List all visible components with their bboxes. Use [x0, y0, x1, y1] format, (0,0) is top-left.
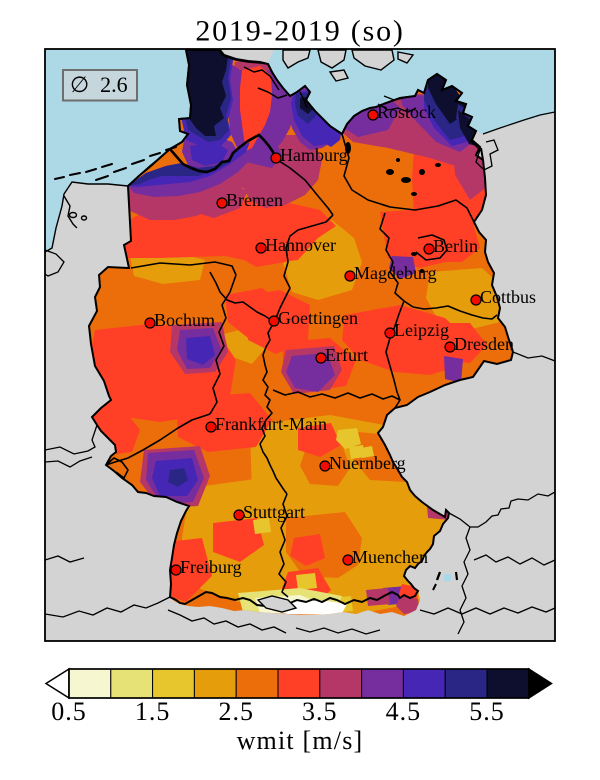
svg-text:Bremen: Bremen	[226, 190, 283, 210]
svg-text:5.5: 5.5	[469, 697, 505, 726]
svg-text:Berlin: Berlin	[433, 236, 478, 256]
svg-text:Nuernberg: Nuernberg	[329, 453, 406, 473]
svg-text:1.5: 1.5	[135, 697, 171, 726]
svg-text:Frankfurt-Main: Frankfurt-Main	[215, 414, 327, 434]
svg-text:2019-2019 (so): 2019-2019 (so)	[195, 15, 404, 48]
svg-text:Hamburg: Hamburg	[280, 145, 348, 165]
svg-text:Bochum: Bochum	[154, 310, 215, 330]
svg-text:Erfurt: Erfurt	[325, 345, 368, 365]
svg-text:3.5: 3.5	[302, 697, 338, 726]
svg-text:∅ 2.6: ∅ 2.6	[70, 72, 128, 97]
svg-text:Freiburg: Freiburg	[180, 557, 242, 577]
svg-text:Hannover: Hannover	[265, 235, 336, 255]
svg-text:Goettingen: Goettingen	[278, 308, 358, 328]
svg-text:Muenchen: Muenchen	[352, 547, 428, 567]
svg-text:2.5: 2.5	[218, 697, 254, 726]
svg-text:Stuttgart: Stuttgart	[243, 502, 305, 522]
svg-text:wmit [m/s]: wmit [m/s]	[237, 726, 364, 755]
svg-text:Rostock: Rostock	[377, 102, 436, 122]
svg-text:Dresden: Dresden	[454, 334, 514, 354]
svg-text:Leipzig: Leipzig	[394, 320, 449, 340]
svg-text:4.5: 4.5	[386, 697, 422, 726]
svg-text:Magdeburg: Magdeburg	[354, 263, 437, 283]
svg-text:0.5: 0.5	[51, 697, 87, 726]
svg-text:Cottbus: Cottbus	[480, 287, 536, 307]
